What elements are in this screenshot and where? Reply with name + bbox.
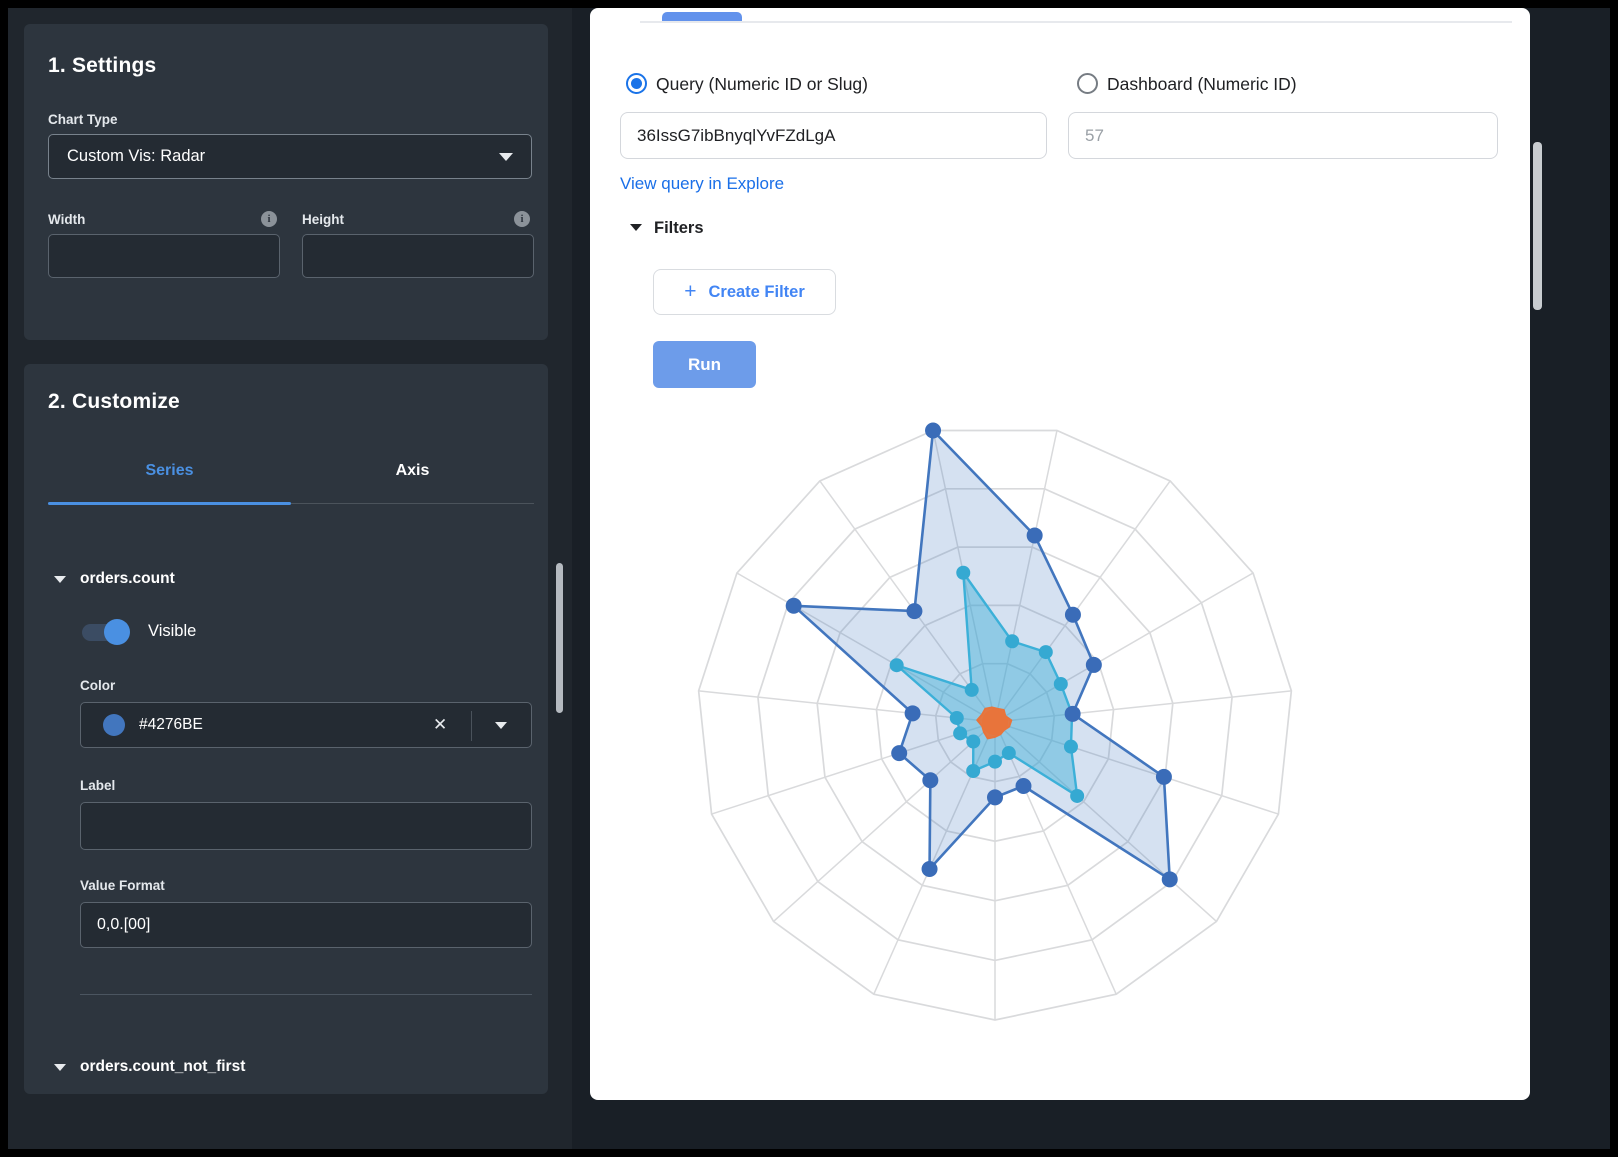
query-radio-label: Query (Numeric ID or Slug)	[656, 74, 868, 94]
top-tab-rule	[640, 21, 1512, 23]
tab-divider	[291, 503, 534, 504]
info-icon[interactable]: i	[261, 211, 277, 227]
section-divider	[80, 994, 532, 995]
view-query-in-explore-link[interactable]: View query in Explore	[620, 174, 785, 193]
visible-label: Visible	[148, 622, 197, 640]
dashboard-radio[interactable]	[1077, 73, 1098, 94]
collapse-caret-icon[interactable]	[54, 576, 66, 583]
value-format-input[interactable]	[80, 902, 532, 948]
run-button[interactable]: Run	[653, 341, 756, 388]
clear-color-icon[interactable]: ✕	[433, 715, 448, 734]
height-input[interactable]	[302, 234, 534, 278]
chart-type-label: Chart Type	[48, 112, 118, 127]
collapse-caret-icon[interactable]	[54, 1064, 66, 1071]
filters-label: Filters	[654, 219, 704, 237]
create-filter-label: Create Filter	[708, 282, 805, 301]
label-label: Label	[80, 778, 116, 793]
chart-type-value: Custom Vis: Radar	[67, 147, 206, 165]
width-label: Width	[48, 212, 86, 227]
query-radio[interactable]	[626, 73, 647, 94]
series-section-name: orders.count	[80, 570, 175, 587]
radar-chart	[590, 8, 1530, 1100]
color-label: Color	[80, 678, 116, 693]
dashboard-radio-label: Dashboard (Numeric ID)	[1107, 74, 1297, 94]
filters-collapse-icon[interactable]	[630, 224, 642, 231]
color-hex-value: #4276BE	[139, 716, 203, 733]
customize-title: 2. Customize	[48, 390, 180, 413]
toggle-knob	[104, 619, 130, 645]
color-swatch	[103, 714, 125, 736]
value-format-label: Value Format	[80, 878, 165, 893]
app-window: 1. Settings Chart Type Custom Vis: Radar…	[8, 8, 1610, 1149]
info-icon[interactable]: i	[514, 211, 530, 227]
tab-series[interactable]: Series	[145, 462, 194, 479]
query-panel: Query (Numeric ID or Slug) Dashboard (Nu…	[590, 8, 1530, 1100]
active-tab-underline	[48, 502, 291, 505]
query-id-input[interactable]	[620, 112, 1047, 159]
settings-sidebar: 1. Settings Chart Type Custom Vis: Radar…	[8, 8, 572, 1149]
radar-chart-svg	[697, 422, 1293, 1021]
height-label: Height	[302, 212, 344, 227]
dashboard-id-input[interactable]	[1068, 112, 1498, 159]
settings-title: 1. Settings	[48, 54, 157, 77]
settings-card: 1. Settings Chart Type Custom Vis: Radar…	[24, 24, 548, 340]
active-top-tab-indicator[interactable]	[662, 12, 742, 22]
panel-scrollbar-thumb[interactable]	[1533, 142, 1542, 310]
tab-axis[interactable]: Axis	[395, 462, 430, 479]
visible-toggle[interactable]	[82, 619, 130, 645]
sidebar-scrollbar-thumb[interactable]	[556, 563, 563, 713]
create-filter-button[interactable]: + Create Filter	[653, 269, 836, 315]
chart-type-select[interactable]: Custom Vis: Radar	[48, 134, 532, 179]
collapsed-section-name: orders.count_not_first	[80, 1058, 246, 1075]
chevron-down-icon	[499, 152, 513, 161]
field-divider	[471, 711, 472, 741]
chevron-down-icon[interactable]	[495, 722, 507, 729]
color-field[interactable]: #4276BE ✕	[80, 702, 532, 748]
width-input[interactable]	[48, 234, 280, 278]
series-label-input[interactable]	[80, 802, 532, 850]
customize-card: 2. Customize Series Axis orders.count Vi…	[24, 364, 548, 1094]
plus-icon: +	[684, 280, 697, 303]
